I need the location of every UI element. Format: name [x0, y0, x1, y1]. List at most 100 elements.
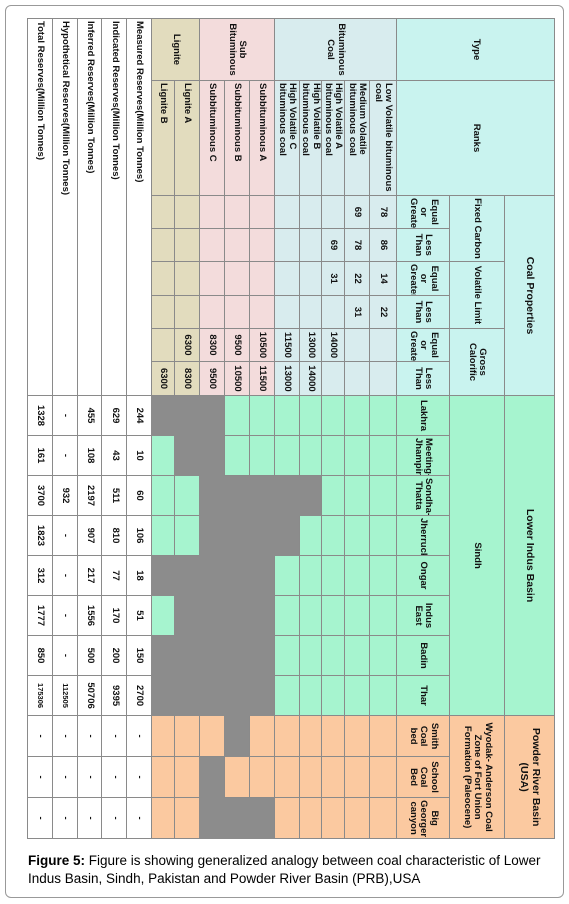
- site-cell: [299, 515, 322, 556]
- property-value: 11500: [249, 361, 275, 396]
- property-value: [344, 361, 370, 396]
- site-cell: [344, 555, 370, 596]
- rank-presence-cell: [199, 435, 225, 476]
- site-cell: [174, 715, 200, 757]
- reserve-value: -: [52, 797, 78, 839]
- reserve-value: 175306: [27, 675, 53, 716]
- site-cell: [344, 595, 370, 636]
- reserve-value: 2197: [77, 475, 102, 516]
- property-value: 69: [321, 228, 345, 262]
- rank-name: Subbituminous C: [199, 80, 225, 196]
- reserve-value: 629: [102, 395, 127, 436]
- site-cell: [224, 435, 250, 476]
- property-value: [151, 295, 175, 329]
- type-group: Sub Bituminous: [199, 18, 275, 81]
- site-cell: [344, 635, 370, 676]
- caption: Figure 5: Figure is showing generalized …: [28, 852, 548, 888]
- reserve-value: -: [27, 715, 53, 757]
- site-cell: [321, 555, 345, 596]
- site-cell: [274, 635, 300, 676]
- site-cell: [199, 715, 225, 757]
- rank-presence-cell: [174, 635, 200, 676]
- property-value: [344, 328, 370, 362]
- site-cell: [321, 475, 345, 516]
- rank-presence-cell: [224, 675, 250, 716]
- property-value: 6300: [174, 328, 200, 362]
- reserve-value: 932: [52, 475, 78, 516]
- rank-presence-cell: [174, 595, 200, 636]
- site-cell: [369, 515, 397, 556]
- site-cell: [174, 475, 200, 516]
- rank-presence-cell: [224, 635, 250, 676]
- property-value: [249, 261, 275, 296]
- site-cell: [369, 395, 397, 436]
- reserve-value: 150: [126, 635, 152, 676]
- rank-presence-cell: [199, 635, 225, 676]
- property-value: 22: [344, 261, 370, 296]
- property-value: [174, 295, 200, 329]
- site-cell: [344, 395, 370, 436]
- property-value: [369, 328, 397, 362]
- rank-presence-cell: [151, 635, 175, 676]
- reserve-value: 2700: [126, 675, 152, 716]
- rank-presence-cell: [199, 595, 225, 636]
- rank-presence-cell: [174, 675, 200, 716]
- rank-presence-cell: [199, 797, 225, 839]
- site-cell: [299, 635, 322, 676]
- site-cell: [344, 756, 370, 798]
- reserve-value: -: [126, 756, 152, 798]
- site-name: Big Georger canyon: [396, 797, 450, 839]
- reserve-label: Inferred Reserves(Million Tonnes): [77, 18, 102, 396]
- property-value: [174, 261, 200, 296]
- rank-presence-cell: [151, 395, 175, 436]
- site-cell: [299, 675, 322, 716]
- site-cell: [151, 515, 175, 556]
- site-cell: [369, 715, 397, 757]
- site-cell: [174, 797, 200, 839]
- rank-name: High Volatile B bituminous coal: [299, 80, 322, 196]
- reserve-value: 43: [102, 435, 127, 476]
- reserve-value: 200: [102, 635, 127, 676]
- property-value: [199, 261, 225, 296]
- reserve-value: 50706: [77, 675, 102, 716]
- site-cell: [299, 395, 322, 436]
- site-cell: [369, 475, 397, 516]
- reserve-value: 511: [102, 475, 127, 516]
- site-cell: [321, 756, 345, 798]
- rank-presence-cell: [249, 595, 275, 636]
- property-value: [299, 261, 322, 296]
- site-cell: [274, 435, 300, 476]
- rank-presence-cell: [249, 515, 275, 556]
- site-cell: [174, 756, 200, 798]
- reserve-value: -: [102, 756, 127, 798]
- property-value: [321, 361, 345, 396]
- site-cell: [369, 635, 397, 676]
- site-cell: [321, 635, 345, 676]
- rank-presence-cell: [174, 435, 200, 476]
- figure-frame: [5, 5, 564, 898]
- site-cell: [151, 715, 175, 757]
- bound-header: Less Than: [396, 295, 450, 329]
- reserve-value: -: [52, 555, 78, 596]
- site-cell: [321, 515, 345, 556]
- table-row: Total Reserves(Million Tonnes) 1328 161 370…: [27, 18, 53, 839]
- rank-presence-cell: [249, 635, 275, 676]
- site-cell: [174, 515, 200, 556]
- site-name: Sondha-Thatta: [396, 475, 450, 516]
- site-cell: [344, 475, 370, 516]
- reserve-label: Total Reserves(Million Tonnes): [27, 18, 53, 396]
- reserve-value: 161: [27, 435, 53, 476]
- basin-header: Lower Indus Basin: [504, 395, 555, 716]
- site-cell: [249, 435, 275, 476]
- table-row: Inferred Reserves(Million Tonnes) 455 108 2…: [77, 18, 102, 839]
- table-row: Subbituminous B 9500 10500: [224, 19, 250, 839]
- property-value: 9500: [199, 361, 225, 396]
- table-row: Hypothetical Reserves(Million Tonnes) - -9…: [52, 18, 78, 839]
- type-header: Type: [396, 18, 555, 81]
- site-cell: [321, 595, 345, 636]
- reserve-value: 244: [126, 395, 152, 436]
- site-cell: [151, 756, 175, 798]
- rank-presence-cell: [274, 515, 300, 556]
- property-value: 13000: [299, 328, 322, 362]
